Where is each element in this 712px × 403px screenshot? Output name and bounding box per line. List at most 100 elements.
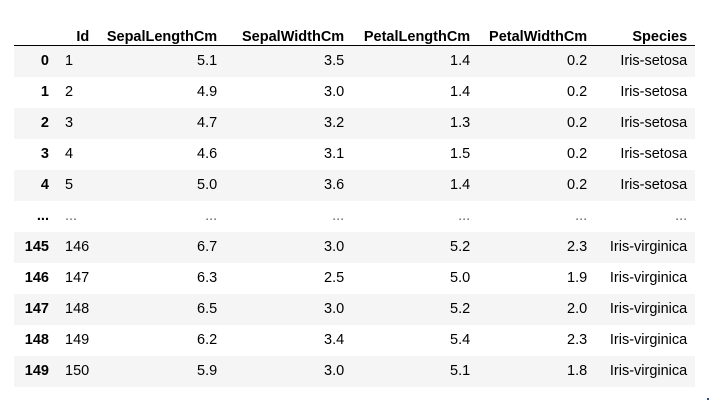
cell-petal-width: 2.3 [567, 332, 588, 348]
row-index: 146 [24, 270, 49, 286]
row-index: 0 [40, 53, 49, 70]
row-index: 148 [24, 332, 49, 348]
cell-sepal-length: 6.3 [197, 270, 218, 286]
table-row: ..................... [14, 200, 696, 232]
header-index [14, 14, 57, 46]
cell-id: 149 [65, 332, 90, 348]
row-index: 147 [24, 301, 49, 317]
cell-sepal-width: ... [332, 208, 345, 224]
cell-sepal-width: 3.0 [324, 239, 345, 255]
cell-sepal-width: 3.0 [324, 84, 345, 100]
cell-petal-length: 5.2 [450, 239, 471, 255]
cell-sepal-width: 3.0 [324, 363, 345, 379]
cell-id: 3 [65, 115, 74, 131]
cell-sepal-width: 3.4 [324, 332, 345, 348]
header-sepal-width: SepalWidthCm [225, 14, 353, 46]
cell-species: Iris-virginica [609, 270, 688, 286]
dataframe-table: Id SepalLengthCm SepalWidthCm PetalLengt… [14, 14, 696, 387]
header-sepal-length: SepalLengthCm [97, 14, 226, 46]
cell-species: Iris-virginica [609, 301, 688, 317]
cell-sepal-length: 4.6 [197, 146, 218, 162]
cell-petal-width: 0.2 [567, 146, 588, 162]
dataframe-output: Id SepalLengthCm SepalWidthCm PetalLengt… [14, 14, 696, 387]
cell-id: 2 [65, 84, 74, 100]
cell-species: Iris-setosa [620, 53, 688, 70]
cell-sepal-length: 4.9 [197, 84, 218, 100]
header-petal-width: PetalWidthCm [478, 14, 596, 46]
cell-species: Iris-setosa [620, 177, 688, 193]
cell-petal-width: ... [575, 208, 588, 224]
cell-petal-length: 1.4 [450, 84, 471, 100]
cell-id: 147 [65, 270, 90, 286]
cell-petal-width: 1.8 [567, 363, 588, 379]
table-row: 2 3 4.7 3.2 1.3 0.2 Iris-setosa [14, 107, 696, 139]
cell-sepal-width: 3.2 [324, 115, 345, 131]
cell-petal-length: 5.0 [450, 270, 471, 286]
cell-petal-length: 5.1 [450, 363, 471, 379]
corner-dot [707, 398, 709, 400]
cell-petal-length: 5.2 [450, 301, 471, 317]
header-row: Id SepalLengthCm SepalWidthCm PetalLengt… [14, 14, 696, 46]
cell-species: Iris-setosa [620, 84, 688, 100]
table-body: 0 1 5.1 3.5 1.4 0.2 Iris-setosa 1 2 4.9 3.0 1.4 0.2 I… [14, 45, 696, 387]
row-index: 1 [40, 84, 49, 100]
table-row: 147 148 6.5 3.0 5.2 2.0 Iris-virginica [14, 293, 696, 325]
cell-species: Iris-virginica [609, 363, 688, 379]
row-index: 145 [24, 239, 49, 255]
table-header: Id SepalLengthCm SepalWidthCm PetalLengt… [14, 14, 696, 46]
row-index: ... [36, 208, 49, 224]
cell-petal-length: 1.4 [450, 177, 471, 193]
cell-petal-width: 0.2 [567, 84, 588, 100]
row-index: 4 [40, 177, 49, 193]
cell-species: Iris-virginica [609, 239, 688, 255]
cell-petal-width: 0.2 [567, 53, 588, 70]
header-petal-length: PetalLengthCm [352, 14, 479, 46]
cell-petal-width: 0.2 [567, 115, 588, 131]
cell-id: ... [65, 208, 78, 224]
cell-petal-width: 0.2 [567, 177, 588, 193]
header-id: Id [57, 14, 98, 46]
cell-sepal-length: 5.0 [197, 177, 218, 193]
cell-sepal-width: 2.5 [324, 270, 345, 286]
cell-species: Iris-setosa [620, 146, 688, 162]
cell-id: 1 [65, 53, 74, 70]
cell-id: 150 [65, 363, 90, 379]
cell-petal-width: 2.3 [567, 239, 588, 255]
cell-sepal-length: ... [205, 208, 218, 224]
table-row: 3 4 4.6 3.1 1.5 0.2 Iris-setosa [14, 138, 696, 170]
cell-sepal-width: 3.5 [324, 53, 345, 70]
cell-sepal-width: 3.6 [324, 177, 345, 193]
cell-id: 148 [65, 301, 90, 317]
cell-petal-length: 1.4 [450, 53, 471, 70]
cell-species: Iris-virginica [609, 332, 688, 348]
cell-sepal-length: 6.2 [197, 332, 218, 348]
cell-petal-length: 1.5 [450, 146, 471, 162]
cell-petal-length: ... [458, 208, 471, 224]
cell-petal-length: 1.3 [450, 115, 471, 131]
cell-petal-length: 5.4 [450, 332, 471, 348]
header-species: Species [595, 14, 696, 46]
table-row: 146 147 6.3 2.5 5.0 1.9 Iris-virginica [14, 262, 696, 294]
cell-sepal-width: 3.0 [324, 301, 345, 317]
table-row: 145 146 6.7 3.0 5.2 2.3 Iris-virginica [14, 231, 696, 263]
cell-id: 5 [65, 177, 74, 193]
table-row: 0 1 5.1 3.5 1.4 0.2 Iris-setosa [14, 45, 696, 77]
table-row: 148 149 6.2 3.4 5.4 2.3 Iris-virginica [14, 324, 696, 356]
table-row: 1 2 4.9 3.0 1.4 0.2 Iris-setosa [14, 76, 696, 108]
table-row: 149 150 5.9 3.0 5.1 1.8 Iris-virginica [14, 355, 696, 387]
row-index: 2 [40, 115, 49, 131]
cell-sepal-length: 5.9 [197, 363, 218, 379]
cell-sepal-width: 3.1 [324, 146, 345, 162]
cell-species: Iris-setosa [620, 115, 688, 131]
cell-petal-width: 1.9 [567, 270, 588, 286]
cell-id: 146 [65, 239, 90, 255]
row-index: 3 [40, 146, 49, 162]
cell-sepal-length: 6.5 [197, 301, 218, 317]
cell-sepal-length: 4.7 [197, 115, 218, 131]
cell-petal-width: 2.0 [567, 301, 588, 317]
row-index: 149 [24, 363, 49, 379]
table-row: 4 5 5.0 3.6 1.4 0.2 Iris-setosa [14, 169, 696, 201]
cell-id: 4 [65, 146, 74, 162]
cell-species: ... [675, 208, 688, 224]
cell-sepal-length: 6.7 [197, 239, 218, 255]
